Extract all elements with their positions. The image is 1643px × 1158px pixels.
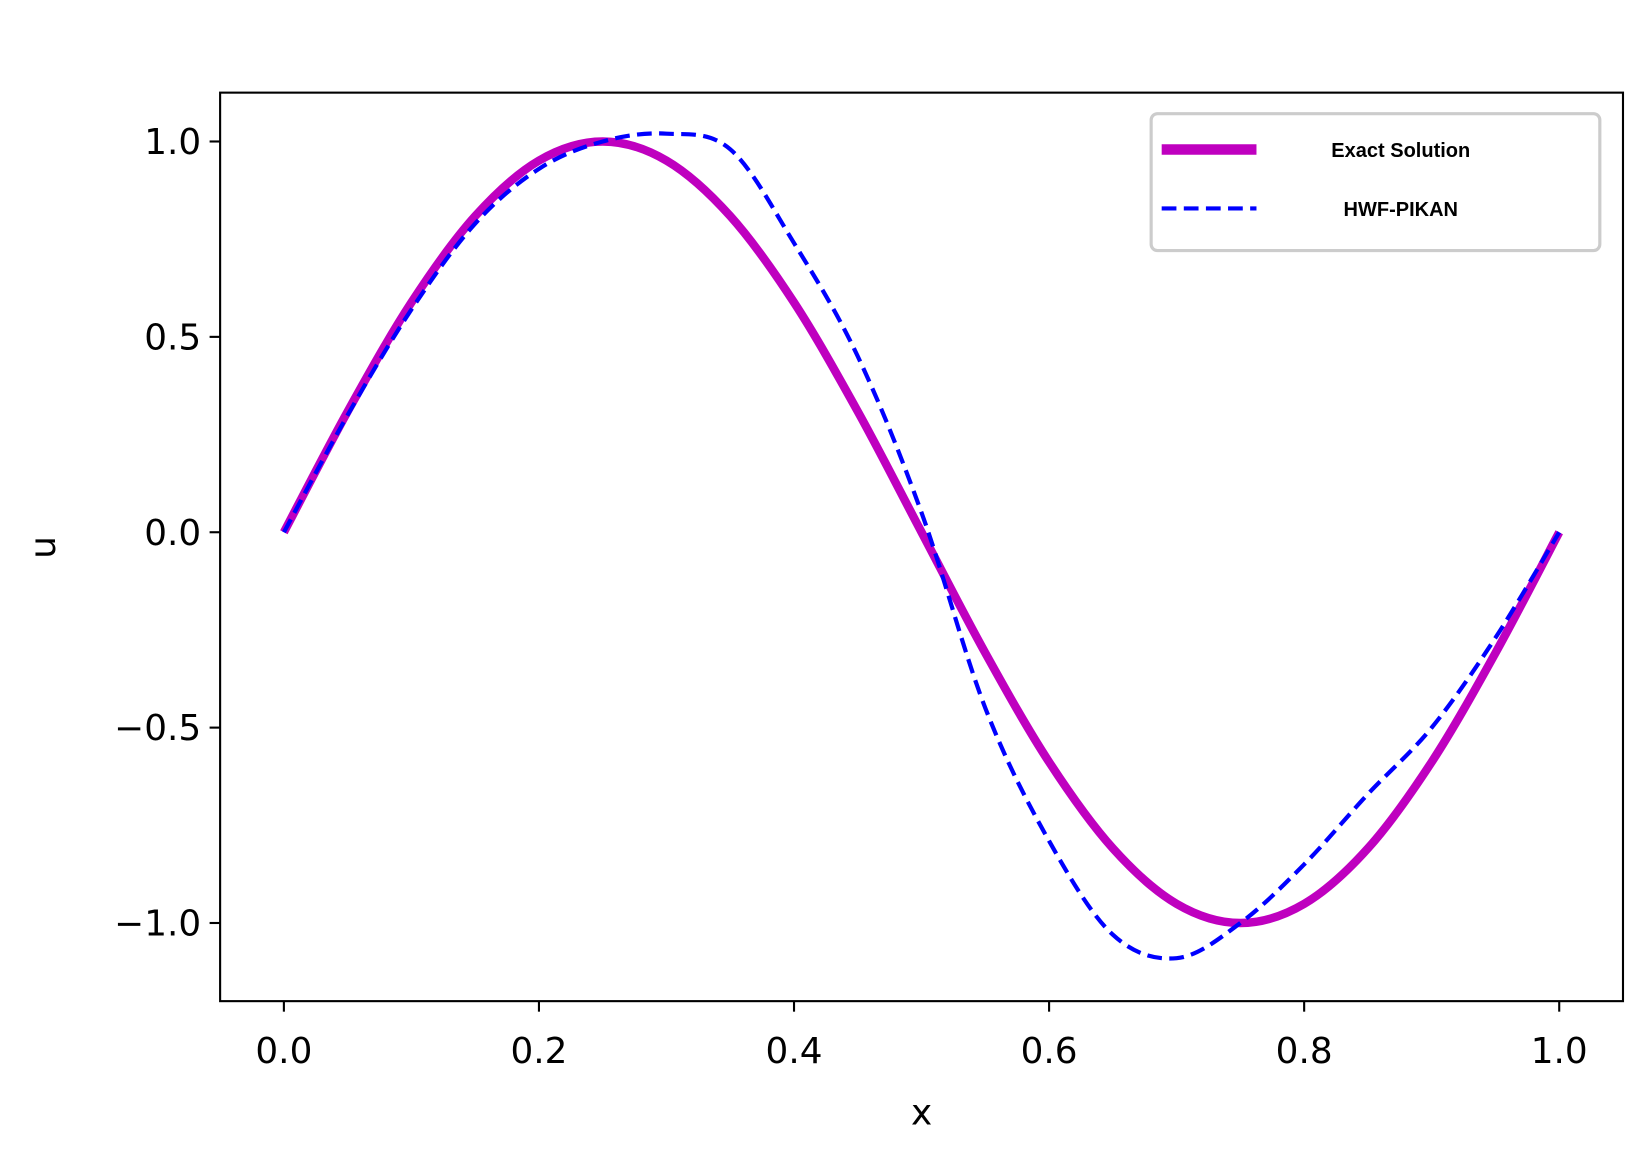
x-tick-label: 0.8 (1276, 1031, 1333, 1072)
x-tick-label: 0.0 (255, 1031, 312, 1072)
y-tick-label: 0.0 (144, 513, 201, 554)
plot-frame (219, 91, 1625, 1003)
y-tick-label: −0.5 (114, 708, 201, 749)
legend-label: HWF-PIKAN (1344, 199, 1458, 221)
y-tick-label: 1.0 (144, 122, 201, 163)
legend-box (1149, 112, 1602, 253)
series-line (280, 137, 1563, 928)
y-tick-label: −1.0 (114, 904, 201, 945)
legend-label: Exact Solution (1331, 140, 1470, 162)
x-tick-label: 0.6 (1021, 1031, 1078, 1072)
series-line (282, 131, 1562, 961)
x-tick-label: 1.0 (1531, 1031, 1588, 1072)
x-tick-label: 0.2 (510, 1031, 567, 1072)
y-axis-label: u (23, 536, 64, 559)
y-tick-label: 0.5 (144, 318, 201, 359)
x-axis-label: x (911, 1092, 932, 1133)
x-tick-label: 0.4 (766, 1031, 823, 1072)
